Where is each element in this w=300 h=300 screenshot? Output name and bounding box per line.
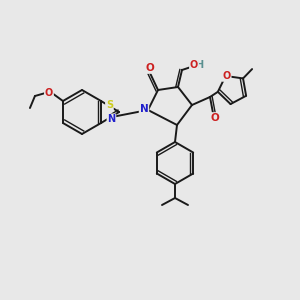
Text: O: O <box>211 113 219 123</box>
Text: S: S <box>106 100 113 110</box>
Text: O: O <box>146 63 154 73</box>
Text: N: N <box>107 114 116 124</box>
Text: N: N <box>140 104 148 114</box>
Text: O: O <box>223 71 231 81</box>
Text: H: H <box>195 60 203 70</box>
Text: O: O <box>45 88 53 98</box>
Text: O: O <box>190 60 198 70</box>
